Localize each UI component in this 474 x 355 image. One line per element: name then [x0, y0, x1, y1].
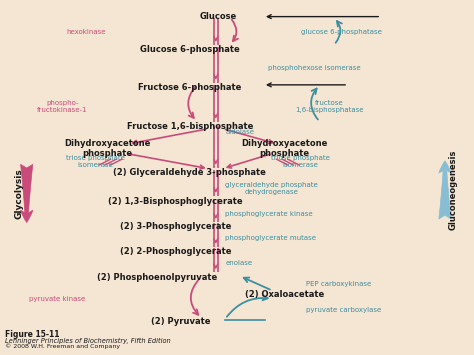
Text: fructose
1,6-bisphosphatase: fructose 1,6-bisphosphatase	[295, 100, 364, 113]
Text: Lehninger Principles of Biochemistry, Fifth Edition: Lehninger Principles of Biochemistry, Fi…	[5, 338, 171, 344]
Text: glucose 6-phosphatase: glucose 6-phosphatase	[301, 29, 382, 35]
Text: phospho-
fructokinase-1: phospho- fructokinase-1	[37, 100, 87, 113]
Text: hexokinase: hexokinase	[66, 29, 106, 35]
Text: (2) Phosphoenolpyruvate: (2) Phosphoenolpyruvate	[97, 273, 217, 282]
Text: pyruvate kinase: pyruvate kinase	[29, 296, 85, 302]
Text: aldolase: aldolase	[225, 129, 254, 135]
Text: (2) Glyceraldehyde 3-phosphate: (2) Glyceraldehyde 3-phosphate	[113, 168, 266, 177]
Text: phosphohexose isomerase: phosphohexose isomerase	[268, 65, 360, 71]
Text: Glucose: Glucose	[200, 12, 237, 21]
Text: pyruvate carboxylase: pyruvate carboxylase	[306, 307, 381, 313]
Text: enolase: enolase	[225, 260, 252, 266]
Text: Glucose 6-phosphate: Glucose 6-phosphate	[140, 45, 240, 54]
Text: (2) 1,3-Bisphosphoglycerate: (2) 1,3-Bisphosphoglycerate	[108, 197, 243, 206]
Text: Gluconeogenesis: Gluconeogenesis	[449, 150, 458, 230]
Text: PEP carboxykinase: PEP carboxykinase	[306, 280, 371, 286]
Text: (2) 2-Phosphoglycerate: (2) 2-Phosphoglycerate	[120, 247, 231, 256]
Text: phosphoglycerate kinase: phosphoglycerate kinase	[225, 211, 313, 217]
Text: Figure 15-11: Figure 15-11	[5, 331, 60, 339]
Text: Fructose 1,6-bisphosphate: Fructose 1,6-bisphosphate	[127, 122, 253, 131]
Text: triose phosphate
isomerase: triose phosphate isomerase	[66, 155, 125, 168]
Text: (2) Pyruvate: (2) Pyruvate	[151, 317, 210, 326]
Text: Dihydroxyacetone
phosphate: Dihydroxyacetone phosphate	[241, 139, 328, 158]
Text: Dihydroxyacetone
phosphate: Dihydroxyacetone phosphate	[64, 139, 150, 158]
Text: glyceraldehyde phosphate
dehydrogenase: glyceraldehyde phosphate dehydrogenase	[225, 182, 318, 195]
Text: (2) Oxaloacetate: (2) Oxaloacetate	[245, 290, 324, 299]
Text: Glycolysis: Glycolysis	[14, 168, 23, 219]
Text: Fructose 6-phosphate: Fructose 6-phosphate	[138, 83, 241, 92]
Text: © 2008 W.H. Freeman and Company: © 2008 W.H. Freeman and Company	[5, 344, 120, 349]
Text: triose phosphate
isomerase: triose phosphate isomerase	[271, 155, 330, 168]
Text: phosphoglycerate mutase: phosphoglycerate mutase	[225, 235, 316, 241]
Text: (2) 3-Phosphoglycerate: (2) 3-Phosphoglycerate	[120, 222, 231, 231]
